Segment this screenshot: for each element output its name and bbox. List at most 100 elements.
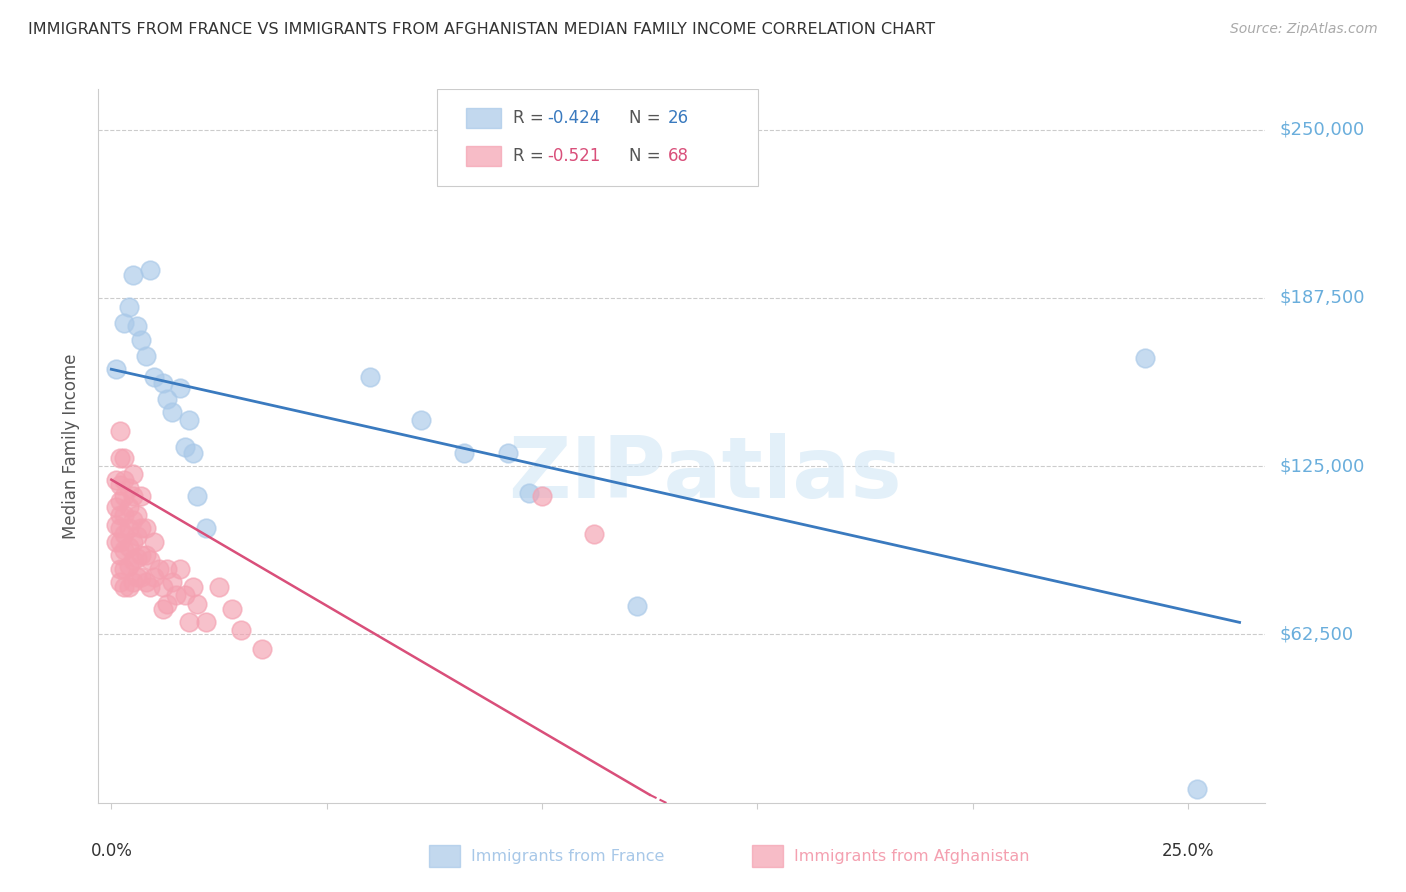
Point <box>117 481 139 495</box>
Point <box>127 319 149 334</box>
Point <box>104 500 127 514</box>
Point <box>117 521 139 535</box>
Text: R =: R = <box>513 110 544 128</box>
Point <box>127 569 149 583</box>
Point <box>181 446 204 460</box>
Point <box>104 362 127 376</box>
Point <box>169 381 191 395</box>
Text: -0.424: -0.424 <box>548 110 600 128</box>
Text: Immigrants from Afghanistan: Immigrants from Afghanistan <box>794 849 1029 863</box>
Point <box>186 597 208 611</box>
Point <box>181 580 204 594</box>
Point <box>173 589 195 603</box>
Point <box>112 451 135 466</box>
Point <box>143 370 166 384</box>
Y-axis label: Median Family Income: Median Family Income <box>62 353 80 539</box>
Point <box>160 405 183 419</box>
Point <box>108 494 131 508</box>
Point <box>517 486 540 500</box>
Point <box>135 574 157 589</box>
Point <box>112 526 135 541</box>
Point <box>131 333 153 347</box>
Point <box>104 518 127 533</box>
Point <box>148 561 170 575</box>
Text: 0.0%: 0.0% <box>90 842 132 860</box>
Point <box>131 548 153 562</box>
Point <box>250 642 273 657</box>
Point <box>152 602 174 616</box>
Text: Immigrants from France: Immigrants from France <box>471 849 665 863</box>
Point <box>169 561 191 575</box>
Point <box>127 529 149 543</box>
Point <box>112 580 135 594</box>
Text: Source: ZipAtlas.com: Source: ZipAtlas.com <box>1230 22 1378 37</box>
Point <box>152 580 174 594</box>
Point <box>177 413 200 427</box>
Point <box>139 553 162 567</box>
Text: $187,500: $187,500 <box>1279 289 1365 307</box>
Point <box>108 478 131 492</box>
Point <box>108 561 131 575</box>
FancyBboxPatch shape <box>437 89 758 186</box>
Point <box>1185 782 1208 797</box>
Point <box>453 446 475 460</box>
Point <box>108 521 131 535</box>
Point <box>156 392 179 406</box>
Point <box>143 534 166 549</box>
Point <box>156 597 179 611</box>
Point <box>139 262 162 277</box>
Point <box>195 615 218 630</box>
Point <box>122 574 145 589</box>
Point <box>108 548 131 562</box>
Text: 25.0%: 25.0% <box>1161 842 1215 860</box>
Point <box>177 615 200 630</box>
Text: ZIPatlas: ZIPatlas <box>509 433 903 516</box>
Text: 68: 68 <box>668 146 689 164</box>
Point <box>411 413 433 427</box>
Point <box>143 569 166 583</box>
Point <box>131 489 153 503</box>
Point <box>122 489 145 503</box>
Text: $62,500: $62,500 <box>1279 625 1354 643</box>
Point <box>117 580 139 594</box>
Point <box>112 561 135 575</box>
Text: R =: R = <box>513 146 544 164</box>
Point <box>127 508 149 522</box>
Point <box>117 540 139 554</box>
Text: N =: N = <box>630 110 661 128</box>
Text: $125,000: $125,000 <box>1279 458 1365 475</box>
Point <box>208 580 231 594</box>
Point <box>1133 351 1156 366</box>
Point <box>131 569 153 583</box>
Point <box>221 602 243 616</box>
Point <box>135 349 157 363</box>
Point <box>108 508 131 522</box>
Point <box>127 550 149 565</box>
Point <box>626 599 648 614</box>
Point <box>104 473 127 487</box>
Point <box>156 561 179 575</box>
Point <box>173 441 195 455</box>
Point <box>108 451 131 466</box>
FancyBboxPatch shape <box>465 109 501 128</box>
Point <box>122 534 145 549</box>
Point <box>496 446 519 460</box>
Point <box>135 521 157 535</box>
Point <box>122 513 145 527</box>
Point <box>104 534 127 549</box>
Point <box>186 489 208 503</box>
Point <box>122 467 145 482</box>
Point <box>530 489 553 503</box>
Point <box>117 558 139 573</box>
Text: IMMIGRANTS FROM FRANCE VS IMMIGRANTS FROM AFGHANISTAN MEDIAN FAMILY INCOME CORRE: IMMIGRANTS FROM FRANCE VS IMMIGRANTS FRO… <box>28 22 935 37</box>
Point <box>108 574 131 589</box>
Point <box>108 534 131 549</box>
Point <box>122 553 145 567</box>
Point <box>112 473 135 487</box>
Point <box>359 370 381 384</box>
Text: N =: N = <box>630 146 661 164</box>
Point <box>152 376 174 390</box>
Point <box>112 508 135 522</box>
Point <box>122 268 145 282</box>
Point <box>112 542 135 557</box>
